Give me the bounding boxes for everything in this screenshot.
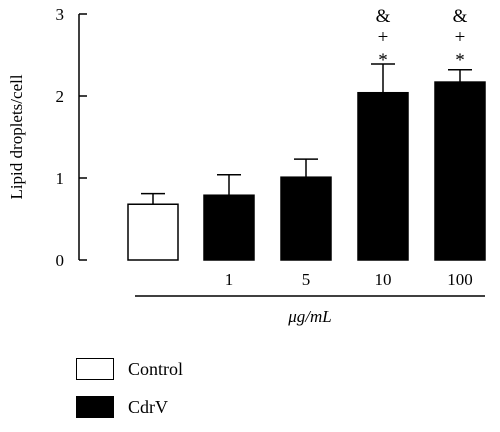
- legend: Control CdrV: [76, 356, 183, 432]
- y-tick-label-3: 3: [56, 5, 65, 24]
- legend-item-control: Control: [76, 356, 183, 382]
- bar-cdrv-1: [203, 194, 255, 261]
- bar-cdrv-100: [434, 81, 486, 261]
- legend-item-cdrv: CdrV: [76, 394, 183, 420]
- y-tick-label-1: 1: [56, 169, 65, 188]
- x-tick-label-5: 5: [302, 270, 311, 289]
- y-tick-label-0: 0: [56, 251, 65, 270]
- y-tick-label-2: 2: [56, 87, 65, 106]
- legend-swatch-control: [76, 358, 114, 380]
- annotation-10-0: &: [376, 6, 391, 27]
- significance-annotations: &+*&+*: [376, 6, 468, 71]
- bars: [127, 63, 486, 261]
- annotation-10-1: +: [378, 27, 389, 48]
- bar-cdrv-10: [357, 91, 409, 261]
- x-tick-label-10: 10: [375, 270, 392, 289]
- annotation-100-2: *: [455, 50, 465, 71]
- legend-label-cdrv: CdrV: [128, 396, 168, 417]
- bar-chart: Lipid droplets/cell μg/mL 0 1 2 3 1 5 10 100 &…: [7, 5, 486, 326]
- annotation-100-1: +: [455, 27, 466, 48]
- y-axis-ticks: 0 1 2 3: [56, 5, 87, 270]
- annotation-10-2: *: [378, 50, 388, 71]
- bar-control-bar: [127, 203, 179, 261]
- y-axis-title: Lipid droplets/cell: [7, 74, 26, 199]
- legend-swatch-cdrv: [76, 396, 114, 418]
- x-axis-tick-labels: 1 5 10 100: [225, 270, 473, 289]
- x-axis-title: μg/mL: [287, 307, 332, 326]
- annotation-100-0: &: [453, 6, 468, 27]
- x-tick-label-1: 1: [225, 270, 234, 289]
- bar-cdrv-5: [280, 176, 332, 261]
- legend-label-control: Control: [128, 358, 184, 379]
- x-tick-label-100: 100: [447, 270, 473, 289]
